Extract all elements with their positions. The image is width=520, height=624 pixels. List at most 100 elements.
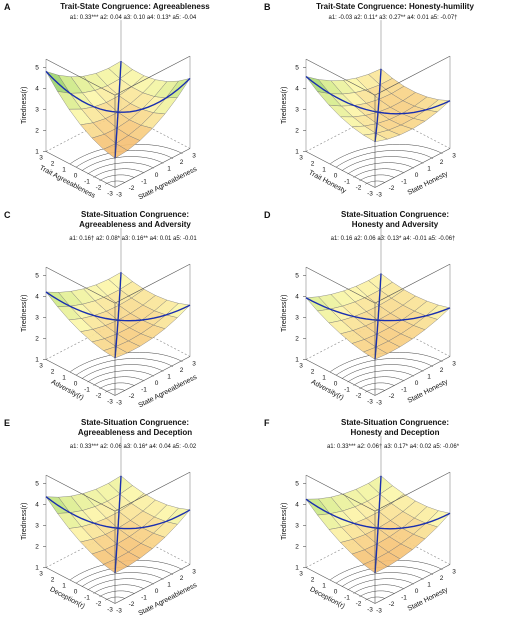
contour-line (341, 156, 424, 171)
x-tick-label: 0 (74, 173, 78, 180)
coefficient-line: a1: 0.33*** a2: 0.06† a3: 0.17* a4: 0.02… (326, 444, 460, 450)
coefficient-line: a1: 0.16 a2: 0.06 a3: 0.13* a4: -0.01 a5… (330, 236, 456, 242)
z-axis: 1 2 3 4 5 Tiredness(r) (281, 273, 306, 364)
y-tick-label: 3 (452, 153, 456, 160)
z-tick-label: 5 (35, 65, 39, 72)
x-tick-label: 2 (311, 161, 315, 168)
congruence-lines (305, 68, 451, 142)
panel-title: State-Situation Congruence: (80, 418, 189, 427)
y-tick-label: 1 (167, 374, 171, 381)
x-tick-label: 2 (51, 369, 55, 376)
line-of-incongruence (305, 297, 451, 322)
panel-title: State-Situation Congruence: (340, 418, 449, 427)
plot-box-front (45, 471, 191, 604)
x-tick-label: -3 (367, 191, 373, 198)
x-axis-label: Trait Honesty (307, 169, 347, 195)
x-tick-label: -2 (96, 185, 102, 192)
x-tick-label: 1 (62, 583, 66, 590)
x-tick-label: 1 (322, 167, 326, 174)
y-tick-label: 3 (452, 569, 456, 576)
plot-box-front (45, 263, 191, 396)
z-tick-label: 1 (295, 357, 299, 364)
y-tick-label: -3 (116, 192, 122, 199)
x-tick-label: 3 (39, 155, 43, 162)
y-tick-label: 2 (440, 159, 444, 166)
contour-line (87, 162, 154, 175)
x-tick-label: -2 (96, 601, 102, 608)
z-tick-label: 2 (35, 128, 39, 135)
contour-line (93, 168, 145, 178)
z-tick-label: 1 (295, 565, 299, 572)
panel-label: D (264, 210, 271, 220)
panel-title: Honesty and Deception (350, 428, 440, 437)
plot-box-front (45, 55, 191, 188)
contour-line (347, 162, 414, 175)
z-tick-label: 2 (295, 336, 299, 343)
x-tick-label: 3 (299, 363, 303, 370)
figure-panel-e: E State-Situation Congruence: Agreeablenes… (0, 416, 260, 624)
x-tick-label: 2 (51, 577, 55, 584)
x-tick-label: 1 (322, 375, 326, 382)
y-tick-label: 2 (440, 575, 444, 582)
panel-title: State-Situation Congruence: (80, 210, 189, 219)
line-of-incongruence (45, 70, 191, 113)
z-tick-label: 4 (295, 86, 299, 93)
y-tick-label: 2 (180, 159, 184, 166)
panel-title: Trait-State Congruence: Honesty-humility (316, 2, 474, 11)
y-tick-label: 0 (155, 172, 159, 179)
z-axis: 1 2 3 4 5 Tiredness(r) (281, 65, 306, 156)
line-of-incongruence (305, 75, 451, 115)
x-tick-label: 0 (334, 589, 338, 596)
x-tick-label: 0 (74, 381, 78, 388)
contour-line (99, 382, 135, 390)
panel-label: E (4, 418, 11, 428)
y-tick-label: 0 (415, 588, 419, 595)
z-tick-label: 5 (35, 273, 39, 280)
contour-line (81, 364, 164, 379)
z-tick-label: 5 (295, 273, 299, 280)
x-tick-label: 3 (299, 571, 303, 578)
y-tick-label: -1 (401, 179, 407, 186)
z-axis: 1 2 3 4 5 Tiredness(r) (21, 481, 46, 572)
panel-label: A (4, 2, 11, 12)
contour-line (335, 358, 434, 376)
y-tick-label: -2 (389, 393, 395, 400)
y-tick-label: 0 (155, 380, 159, 387)
x-tick-label: -2 (96, 393, 102, 400)
x-tick-label: -1 (344, 179, 350, 186)
x-tick-label: 0 (334, 173, 338, 180)
y-tick-label: 1 (427, 166, 431, 173)
z-tick-label: 1 (35, 149, 39, 156)
y-tick-label: -3 (116, 400, 122, 407)
z-tick-label: 4 (295, 502, 299, 509)
line-of-incongruence (305, 498, 451, 530)
z-tick-label: 2 (35, 336, 39, 343)
z-tick-label: 2 (295, 544, 299, 551)
contour-line (359, 174, 395, 182)
z-tick-label: 4 (35, 294, 39, 301)
contour-line (75, 358, 174, 376)
panel-title: State-Situation Congruence: (340, 210, 449, 219)
contour-line (359, 590, 395, 598)
figure-panel-c: C State-Situation Congruence: Agreeablenes… (0, 208, 260, 416)
contour-line (341, 364, 424, 379)
x-tick-label: -1 (84, 387, 90, 394)
figure-panel-b: B Trait-State Congruence: Honesty-humilit… (260, 0, 520, 208)
contour-line (87, 370, 154, 383)
contour-line (93, 376, 145, 386)
surface-plot: 12345Tiredness(r)-3-2-10123Deception(r)-… (21, 436, 199, 618)
x-tick-label: 2 (311, 577, 315, 584)
y-tick-label: -3 (376, 608, 382, 615)
z-axis-label: Tiredness(r) (281, 503, 288, 540)
x-axis-label: Adversity(r) (310, 379, 345, 402)
x-tick-label: 1 (322, 583, 326, 590)
figure-panel-a: A Trait-State Congruence: Agreeableness a1… (0, 0, 260, 208)
congruence-lines (45, 61, 191, 159)
z-tick-label: 1 (35, 357, 39, 364)
x-tick-label: 1 (62, 167, 66, 174)
contour-line (81, 572, 164, 587)
z-tick-label: 3 (295, 315, 299, 322)
surface-plot: 12345Tiredness(r)-3-2-10123Deception(r)-… (281, 436, 456, 615)
